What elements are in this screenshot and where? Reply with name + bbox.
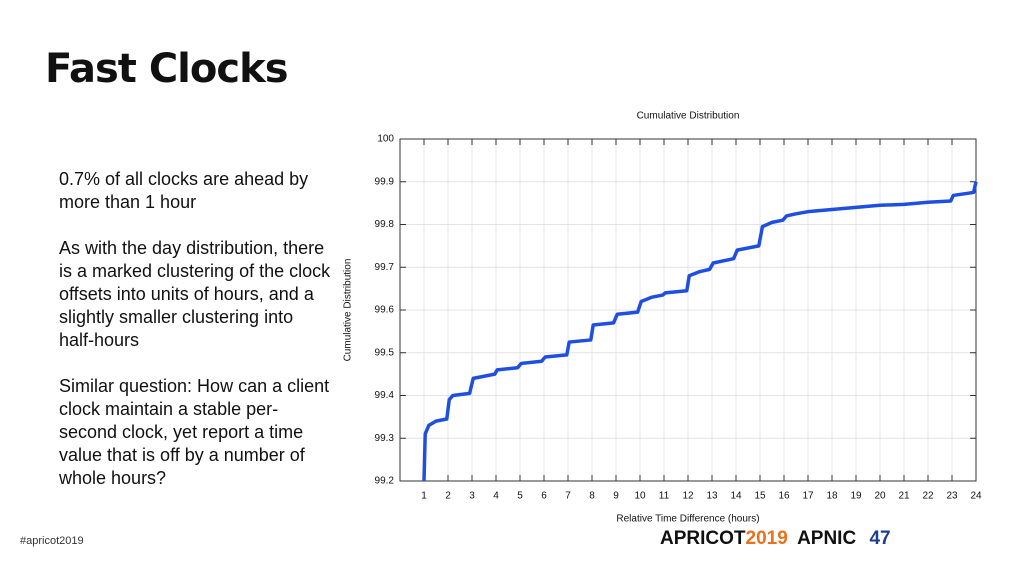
x-tick-label: 19 bbox=[850, 491, 862, 502]
x-tick-label: 7 bbox=[565, 491, 571, 502]
x-tick-label: 21 bbox=[898, 491, 910, 502]
paragraph: Similar question: How can a client clock… bbox=[59, 376, 330, 488]
y-tick-label: 99.9 bbox=[375, 176, 395, 187]
x-tick-label: 18 bbox=[826, 491, 838, 502]
paragraph: 0.7% of all clocks are ahead by more tha… bbox=[59, 169, 309, 212]
hashtag: #apricot2019 bbox=[20, 535, 84, 547]
logo-text: 47 bbox=[869, 528, 891, 549]
y-tick-label: 99.4 bbox=[375, 390, 395, 401]
y-tick-label: 99.5 bbox=[375, 347, 395, 358]
logo-text: 2019 bbox=[745, 528, 788, 549]
data-line bbox=[422, 181, 978, 482]
x-tick-label: 1 bbox=[421, 491, 427, 502]
x-tick-label: 23 bbox=[946, 491, 958, 502]
x-tick-label: 6 bbox=[541, 491, 547, 502]
x-axis-label: Relative Time Difference (hours) bbox=[616, 514, 759, 525]
x-tick-label: 12 bbox=[682, 491, 694, 502]
x-tick-label: 8 bbox=[589, 491, 595, 502]
x-tick-label: 22 bbox=[922, 491, 934, 502]
chart-title: Cumulative Distribution bbox=[637, 111, 740, 122]
x-tick-label: 10 bbox=[634, 491, 646, 502]
x-tick-label: 13 bbox=[706, 491, 718, 502]
y-tick-label: 99.3 bbox=[375, 433, 395, 444]
logo-text: APRICOT bbox=[660, 528, 746, 549]
logo: APRICOT2019 APNIC 47 bbox=[660, 528, 891, 550]
y-tick-label: 99.2 bbox=[375, 476, 395, 487]
x-tick-label: 9 bbox=[613, 491, 619, 502]
x-tick-label: 16 bbox=[778, 491, 790, 502]
logo-text: APNIC bbox=[797, 528, 857, 549]
x-tick-label: 11 bbox=[659, 491, 670, 502]
x-tick-label: 2 bbox=[445, 491, 451, 502]
y-tick-label: 99.7 bbox=[375, 262, 395, 273]
paragraph: As with the day distribution, there is a… bbox=[59, 238, 331, 350]
x-tick-label: 4 bbox=[493, 491, 499, 502]
y-tick-label: 99.6 bbox=[375, 305, 395, 316]
y-tick-label: 100 bbox=[377, 134, 394, 145]
plot-frame bbox=[399, 138, 977, 482]
x-tick-label: 20 bbox=[874, 491, 886, 502]
x-tick-label: 17 bbox=[802, 491, 814, 502]
x-tick-label: 14 bbox=[730, 491, 742, 502]
x-tick-label: 3 bbox=[469, 491, 475, 502]
x-tick-label: 15 bbox=[754, 491, 766, 502]
slide-title: Fast Clocks bbox=[45, 46, 288, 92]
y-tick-label: 99.8 bbox=[375, 219, 395, 230]
y-axis-label: Cumulative Distribution bbox=[343, 259, 354, 362]
x-tick-label: 24 bbox=[970, 491, 982, 502]
x-tick-label: 5 bbox=[517, 491, 523, 502]
